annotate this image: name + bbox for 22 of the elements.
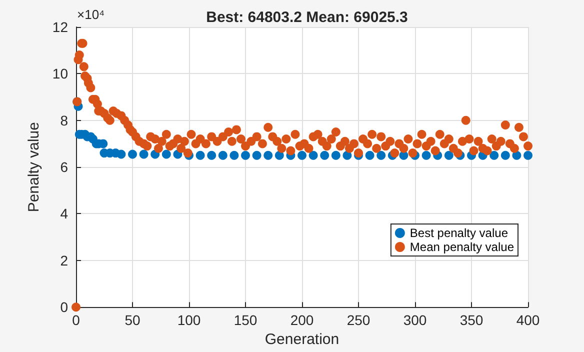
y-tick-label: 8 [60,112,68,128]
y-tick-label: 0 [60,299,68,316]
chart-title: Best: 64803.2 Mean: 69025.3 [206,9,408,26]
y-tick-label: 2 [60,252,68,268]
x-tick-label: 150 [234,312,258,328]
legend-label: Mean penalty value [410,240,514,254]
y-tick-label: 6 [60,159,68,176]
x-tick-label: 0 [72,312,80,328]
text: ×10⁴ [77,7,105,22]
y-axis-title: Penalty value [26,122,43,212]
x-tick-label: 100 [177,312,201,328]
x-tick-label: 200 [290,312,314,328]
y-tick-label: 4 [60,206,68,222]
x-axis-title: Generation [264,331,340,348]
x-tick-label: 400 [516,312,540,328]
y-tick-label: 12 [52,19,68,35]
x-tick-label: 350 [460,312,484,328]
legend-label: Best penalty value [410,226,508,240]
y-tick-label: 10 [52,66,68,82]
x-tick-label: 50 [124,312,140,328]
x-tick-label: 250 [346,312,370,328]
x-tick-label: 300 [403,312,427,328]
